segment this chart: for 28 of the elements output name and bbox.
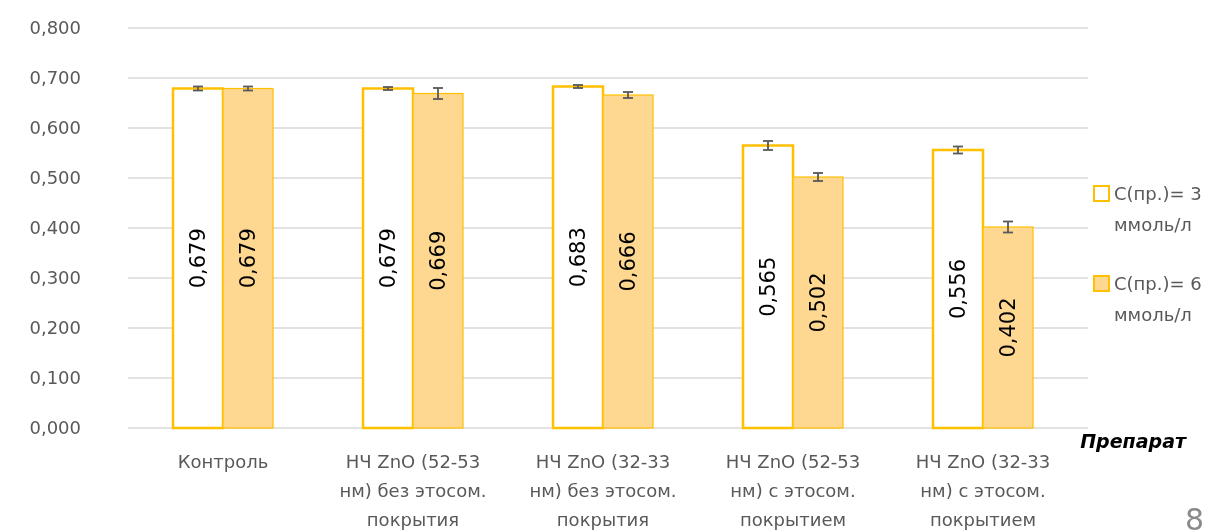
y-tick-label: 0,600 xyxy=(29,117,81,139)
data-label: 0,502 xyxy=(806,272,831,333)
data-label: 0,669 xyxy=(426,230,451,291)
data-label: 0,666 xyxy=(616,231,641,292)
data-label: 0,679 xyxy=(186,228,211,289)
x-tick-label: НЧ ZnO (52-53 нм) с этосом. покрытием xyxy=(725,451,861,530)
x-tick-label: НЧ ZnO (52-53 нм) без этосом. покрытия xyxy=(339,451,487,530)
y-tick-label: 0,300 xyxy=(29,267,81,289)
data-label: 0,679 xyxy=(236,228,261,289)
data-label: 0,556 xyxy=(946,258,971,320)
legend-label: С(пр.)= 3 ммоль/л xyxy=(1114,183,1202,236)
x-axis-title: Препарат xyxy=(1080,430,1187,452)
y-tick-label: 0,700 xyxy=(29,67,81,89)
x-tick-label: НЧ ZnO (32-33 нм) с этосом. покрытием xyxy=(915,451,1051,530)
data-label: 0,683 xyxy=(566,227,591,288)
y-tick-label: 0,800 xyxy=(29,17,81,39)
y-tick-label: 0,200 xyxy=(29,317,81,339)
legend-label: С(пр.)= 6 ммоль/л xyxy=(1114,273,1202,326)
x-tick-label: Контроль xyxy=(177,451,269,472)
text: 8 xyxy=(1184,502,1204,532)
y-tick-label: 0,500 xyxy=(29,167,81,189)
y-tick-label: 0,400 xyxy=(29,217,81,239)
x-tick-label: НЧ ZnO (32-33 нм) без этосом. покрытия xyxy=(529,451,677,530)
y-tick-label: 0,100 xyxy=(29,367,81,389)
data-label: 0,402 xyxy=(996,297,1021,358)
data-label: 0,679 xyxy=(376,228,401,289)
y-tick-label: 0,000 xyxy=(29,417,81,439)
data-label: 0,565 xyxy=(756,256,781,317)
